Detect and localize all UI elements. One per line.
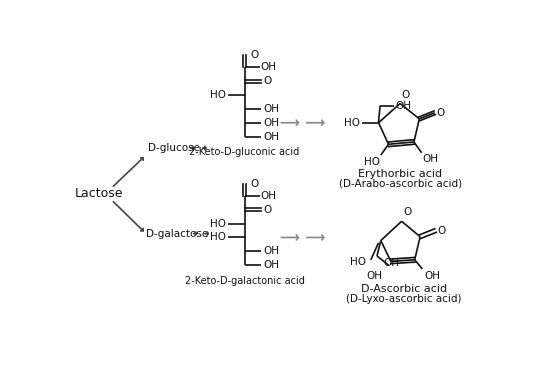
Text: (D-Lyxo-ascorbic acid): (D-Lyxo-ascorbic acid) — [346, 295, 461, 304]
Text: O: O — [263, 205, 271, 215]
Text: HO: HO — [210, 232, 226, 242]
Text: D-glucose: D-glucose — [148, 143, 200, 153]
Text: OH: OH — [423, 154, 438, 164]
Text: O: O — [401, 90, 410, 99]
Text: OH: OH — [395, 101, 412, 111]
Text: D-Ascorbic acid: D-Ascorbic acid — [361, 285, 447, 295]
Text: Lactose: Lactose — [75, 187, 124, 200]
Text: HO: HO — [350, 257, 366, 267]
Text: OH: OH — [263, 131, 279, 142]
Text: OH: OH — [261, 62, 276, 72]
Text: OH: OH — [367, 271, 382, 281]
Text: OH: OH — [263, 118, 279, 128]
Text: OH: OH — [383, 258, 399, 268]
Text: HO: HO — [210, 90, 226, 100]
Text: OH: OH — [263, 246, 279, 256]
Text: HO: HO — [210, 219, 226, 229]
Text: O: O — [250, 50, 259, 60]
Text: O: O — [437, 226, 445, 235]
Text: 2-Keto-D-galactonic acid: 2-Keto-D-galactonic acid — [184, 276, 305, 286]
Text: O: O — [403, 207, 411, 218]
Text: HO: HO — [364, 157, 380, 166]
Text: 2-Keto-D-gluconic acid: 2-Keto-D-gluconic acid — [189, 147, 300, 157]
Text: OH: OH — [263, 260, 279, 270]
Text: O: O — [436, 108, 445, 118]
Text: Erythorbic acid: Erythorbic acid — [358, 169, 442, 179]
Text: D-galactose: D-galactose — [146, 229, 208, 239]
Text: OH: OH — [424, 271, 440, 280]
Text: HO: HO — [344, 118, 360, 128]
Text: OH: OH — [261, 191, 276, 201]
Text: O: O — [263, 76, 271, 86]
Text: (D-Arabo-ascorbic acid): (D-Arabo-ascorbic acid) — [339, 179, 461, 189]
Text: OH: OH — [263, 104, 279, 114]
Text: O: O — [250, 179, 259, 189]
